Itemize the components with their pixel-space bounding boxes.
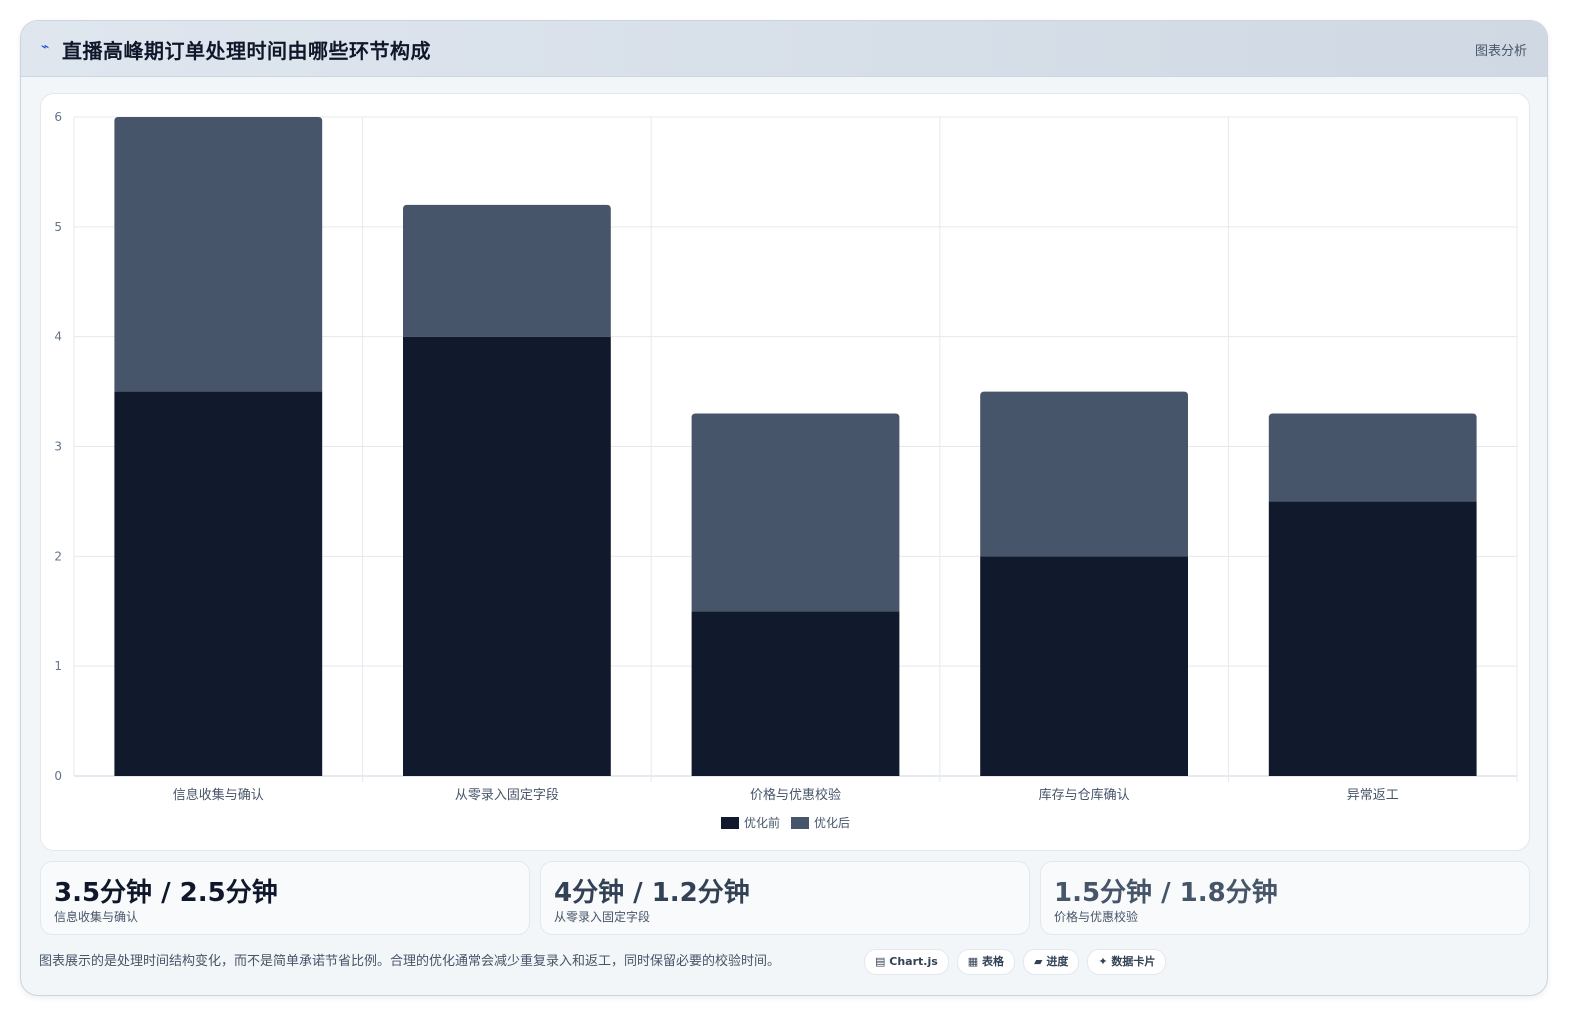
bar-segment [403, 336, 611, 776]
stat-card-2: 4分钟 / 1.2分钟 从零录入固定字段 [540, 861, 1030, 935]
tag-label: 进度 [1046, 955, 1069, 968]
chart-icon: ▤ [875, 955, 886, 968]
x-tick-label: 信息收集与确认 [173, 787, 264, 803]
legend-swatch [791, 817, 809, 829]
y-tick-label: 6 [54, 110, 62, 124]
stat-card-1: 3.5分钟 / 2.5分钟 信息收集与确认 [40, 861, 530, 935]
y-tick-label: 4 [54, 330, 62, 344]
legend-swatch [721, 817, 739, 829]
bar-segment [1268, 501, 1477, 776]
y-tick-label: 2 [54, 549, 62, 563]
progress-icon: ▰ [1034, 955, 1043, 968]
x-tick-label: 价格与优惠校验 [750, 787, 841, 803]
y-tick-label: 0 [54, 769, 62, 783]
legend-label: 优化前 [744, 815, 780, 830]
tag-data-card[interactable]: ✦ 数据卡片 [1087, 949, 1167, 975]
stat-label-2: 从零录入固定字段 [554, 910, 651, 924]
stat-value-1: 3.5分钟 / 2.5分钟 [54, 878, 278, 908]
tag-label: 表格 [982, 955, 1005, 968]
stat-label-3: 价格与优惠校验 [1054, 910, 1139, 924]
tech-tags: ▤ Chart.js ▦ 表格 ▰ 进度 ✦ 数据卡片 [864, 949, 1167, 975]
y-tick-label: 3 [54, 440, 62, 454]
y-tick-label: 1 [54, 659, 62, 673]
tag-table[interactable]: ▦ 表格 [956, 949, 1016, 975]
stat-label-1: 信息收集与确认 [54, 910, 139, 924]
stat-value-3: 1.5分钟 / 1.8分钟 [1054, 878, 1278, 908]
trend-line-icon: ⌁ [41, 39, 50, 55]
bar-segment [980, 556, 1188, 776]
stacked-bar-chart: 0 1 2 3 4 5 6 信息收集与确认 从零录入固定字段 价格与优惠校验 库存与仓库确认 异常返工… [54, 110, 1518, 830]
tag-progress[interactable]: ▰ 进度 [1023, 949, 1080, 975]
bar-segment [691, 611, 900, 776]
bar-segment [1268, 413, 1477, 502]
bar-segment [403, 204, 611, 337]
tag-chartjs[interactable]: ▤ Chart.js [864, 949, 949, 975]
tag-label: 数据卡片 [1111, 955, 1156, 968]
bar-segment [691, 413, 900, 612]
stat-value-2: 4分钟 / 1.2分钟 [554, 878, 750, 908]
stat-card-3: 1.5分钟 / 1.8分钟 价格与优惠校验 [1040, 861, 1530, 935]
x-tick-label: 库存与仓库确认 [1039, 787, 1130, 803]
table-icon: ▦ [967, 955, 979, 968]
y-tick-label: 5 [54, 220, 62, 234]
chart-card: ⌁ 直播高峰期订单处理时间由哪些环节构成 图表分析 0 1 2 3 4 5 6 信息收集与确认… [20, 20, 1548, 996]
footer-note: 图表展示的是处理时间结构变化，而不是简单承诺节省比例。合理的优化通常会减少重复录… [39, 954, 781, 969]
bar-segment [114, 117, 323, 392]
x-tick-label: 从零录入固定字段 [455, 788, 559, 803]
chart-panel: 0 1 2 3 4 5 6 信息收集与确认 从零录入固定字段 价格与优惠校验 库存与仓库确认 异常返工… [40, 93, 1530, 851]
legend-label: 优化后 [814, 816, 850, 830]
bar-segment [114, 391, 323, 776]
chart-title: 直播高峰期订单处理时间由哪些环节构成 [62, 39, 431, 63]
x-tick-label: 异常返工 [1347, 788, 1399, 803]
bar-segment [980, 391, 1188, 557]
card-header: ⌁ 直播高峰期订单处理时间由哪些环节构成 图表分析 [21, 21, 1547, 77]
tag-label: Chart.js [889, 955, 938, 968]
chart-type-tag: 图表分析 [1474, 44, 1527, 59]
sparkle-icon: ✦ [1098, 955, 1108, 968]
